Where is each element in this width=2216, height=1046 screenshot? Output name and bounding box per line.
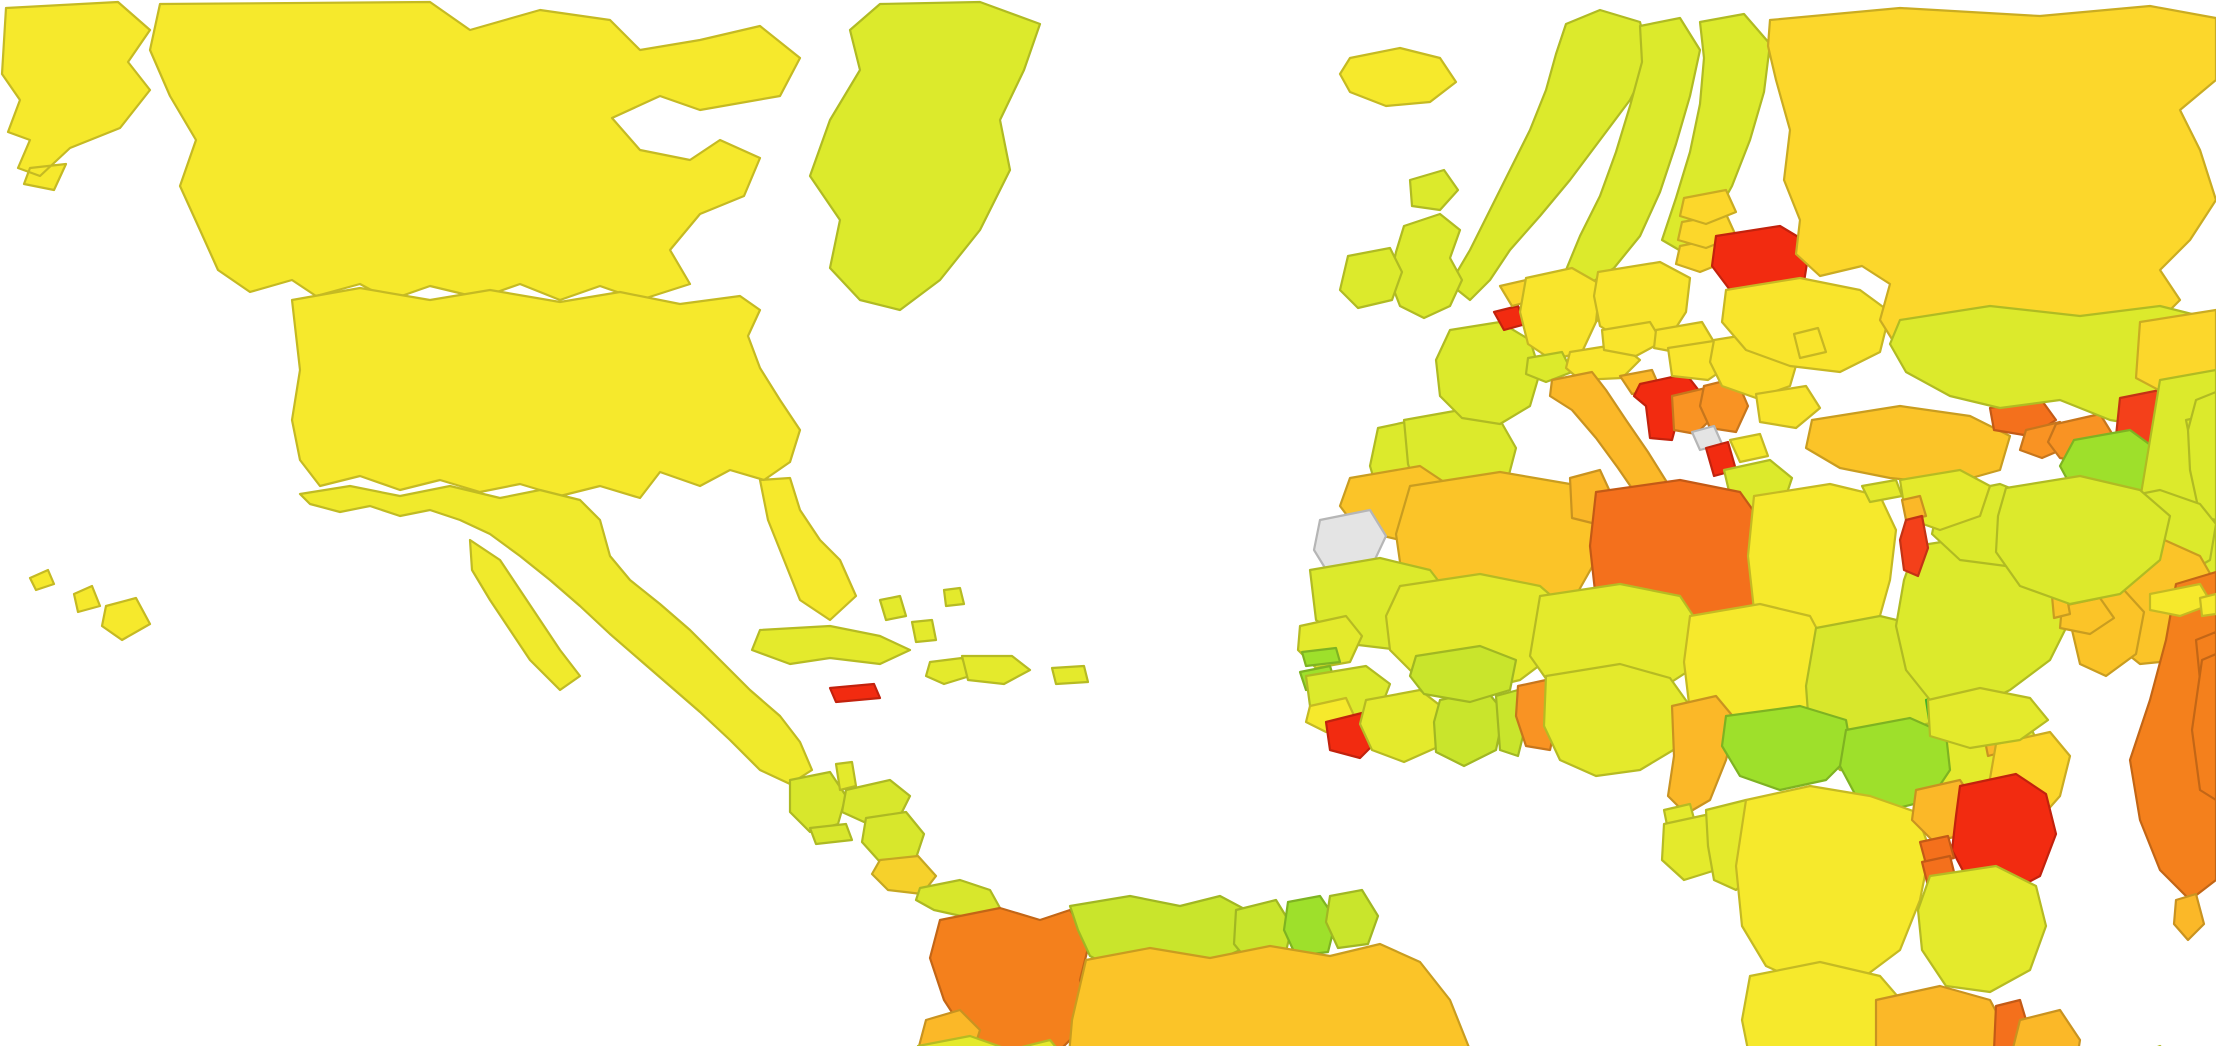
country-united-states[interactable]: United States [292,288,856,620]
country-jamaica[interactable]: Jamaica [830,684,880,702]
country-lebanon[interactable]: Lebanon [1902,496,1926,520]
country-czechia[interactable]: Czechia [1602,322,1662,356]
country-bahamas[interactable]: Bahamas [880,588,964,642]
country-dominican-republic[interactable]: Dominican Republic [962,656,1030,684]
country-brazil[interactable]: Brazil [1066,944,1480,1046]
country-north-macedonia[interactable]: North Macedonia [1730,434,1768,462]
country-peru[interactable]: Peru [912,1036,1070,1046]
country-zambia[interactable]: Zambia [1876,986,2006,1046]
country-democratic-republic-of-the-congo[interactable]: Democratic Republic of the Congo [1736,786,1930,986]
country-yemen[interactable]: Yemen [1928,688,2048,748]
country-bhutan[interactable]: Bhutan [2200,594,2216,616]
country-india[interactable]: India [2130,572,2216,900]
country-angola[interactable]: Angola [1742,962,1906,1046]
country-el-salvador[interactable]: El Salvador [810,824,852,844]
country-french-guiana[interactable]: French Guiana [1326,890,1378,948]
country-tanzania[interactable]: Tanzania [1918,866,2046,992]
country-israel[interactable]: Israel [1900,516,1928,576]
country-sri-lanka[interactable]: Sri Lanka [2174,894,2204,940]
country-nigeria[interactable]: Nigeria [1544,664,1690,776]
country-bulgaria[interactable]: Bulgaria [1756,386,1820,428]
country-alaska[interactable]: Alaska [2,2,150,190]
country-iceland[interactable]: Iceland [1340,48,1456,106]
country-myanmar[interactable]: Myanmar [2192,654,2216,800]
country-estonia[interactable]: Estonia [1680,190,1736,224]
country-cuba[interactable]: Cuba [752,626,910,664]
country-switzerland[interactable]: Switzerland [1526,352,1572,382]
country-ukraine[interactable]: Ukraine [1722,278,1890,372]
country-iran[interactable]: Iran [1996,476,2170,604]
country-france[interactable]: France [1436,322,1540,424]
country-greenland[interactable]: Greenland [810,2,1040,310]
country-haiti[interactable]: Haiti [926,658,970,684]
country-moldova[interactable]: Moldova [1794,328,1826,358]
country-cyprus[interactable]: Cyprus [1862,480,1902,502]
country-gambia[interactable]: Gambia [1302,648,1340,666]
country-belize[interactable]: Belize [836,762,856,790]
country-nepal[interactable]: Nepal [2150,584,2212,616]
country-croatia[interactable]: Croatia [1634,374,1700,440]
country-ireland[interactable]: Ireland [1340,248,1402,308]
country-suriname[interactable]: Suriname [1284,896,1336,956]
country-burkina-faso[interactable]: Burkina Faso [1410,646,1516,702]
country-hawaii[interactable]: Hawaii [30,570,150,640]
country-central-african-republic[interactable]: Central African Republic [1722,706,1852,790]
country-cameroon[interactable]: Cameroon [1668,696,1736,814]
country-puerto-rico[interactable]: Puerto Rico [1052,666,1088,684]
country-mozambique[interactable]: Mozambique [1984,1010,2080,1046]
country-canada[interactable]: Canada [150,2,800,300]
